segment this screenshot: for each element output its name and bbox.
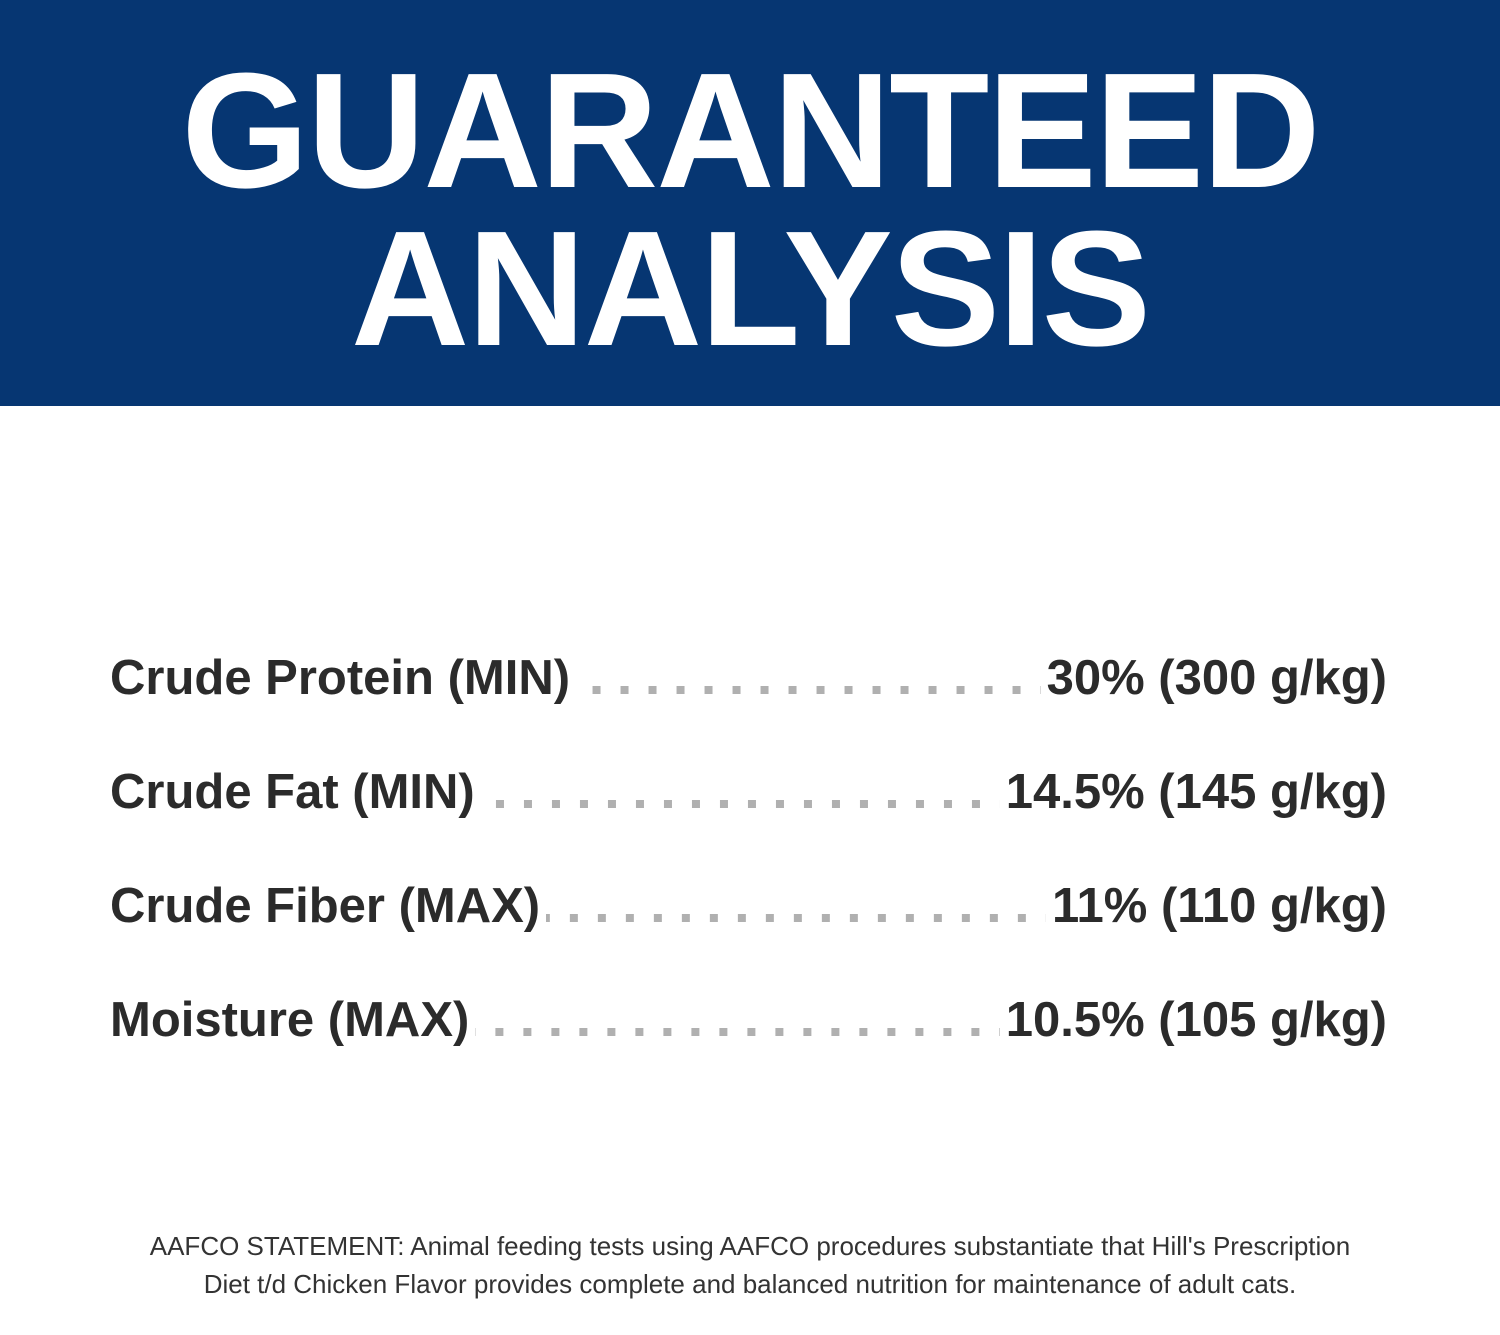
- analysis-row-fat: Crude Fat (MIN) 14.5% (145 g/kg): [110, 764, 1387, 878]
- analysis-label: Crude Fat (MIN): [110, 765, 475, 819]
- title-line-2: ANALYSIS: [350, 197, 1151, 380]
- analysis-row-moisture: Moisture (MAX) 10.5% (105 g/kg): [110, 992, 1387, 1106]
- aafco-statement: AAFCO STATEMENT: Animal feeding tests us…: [149, 1231, 1351, 1299]
- dot-leader: [480, 800, 1000, 808]
- dot-leader: [576, 686, 1041, 694]
- analysis-value: 30% (300 g/kg): [1046, 651, 1387, 705]
- title-line-1: GUARANTEED: [181, 39, 1320, 222]
- analysis-label: Crude Protein (MIN): [110, 651, 571, 705]
- dot-leader: [475, 1028, 1000, 1036]
- analysis-label: Crude Fiber (MAX): [110, 879, 541, 933]
- header-banner: GUARANTEED ANALYSIS: [0, 0, 1500, 406]
- analysis-row-fiber: Crude Fiber (MAX) 11% (110 g/kg): [110, 878, 1387, 992]
- analysis-value: 14.5% (145 g/kg): [1005, 765, 1387, 819]
- analysis-value: 10.5% (105 g/kg): [1005, 993, 1387, 1047]
- aafco-footer: AAFCO STATEMENT: Animal feeding tests us…: [0, 1227, 1500, 1303]
- analysis-value: 11% (110 g/kg): [1051, 879, 1387, 933]
- dot-leader: [546, 914, 1046, 922]
- analysis-table: Crude Protein (MIN) 30% (300 g/kg) Crude…: [110, 650, 1387, 1106]
- analysis-label: Moisture (MAX): [110, 993, 470, 1047]
- analysis-row-protein: Crude Protein (MIN) 30% (300 g/kg): [110, 650, 1387, 764]
